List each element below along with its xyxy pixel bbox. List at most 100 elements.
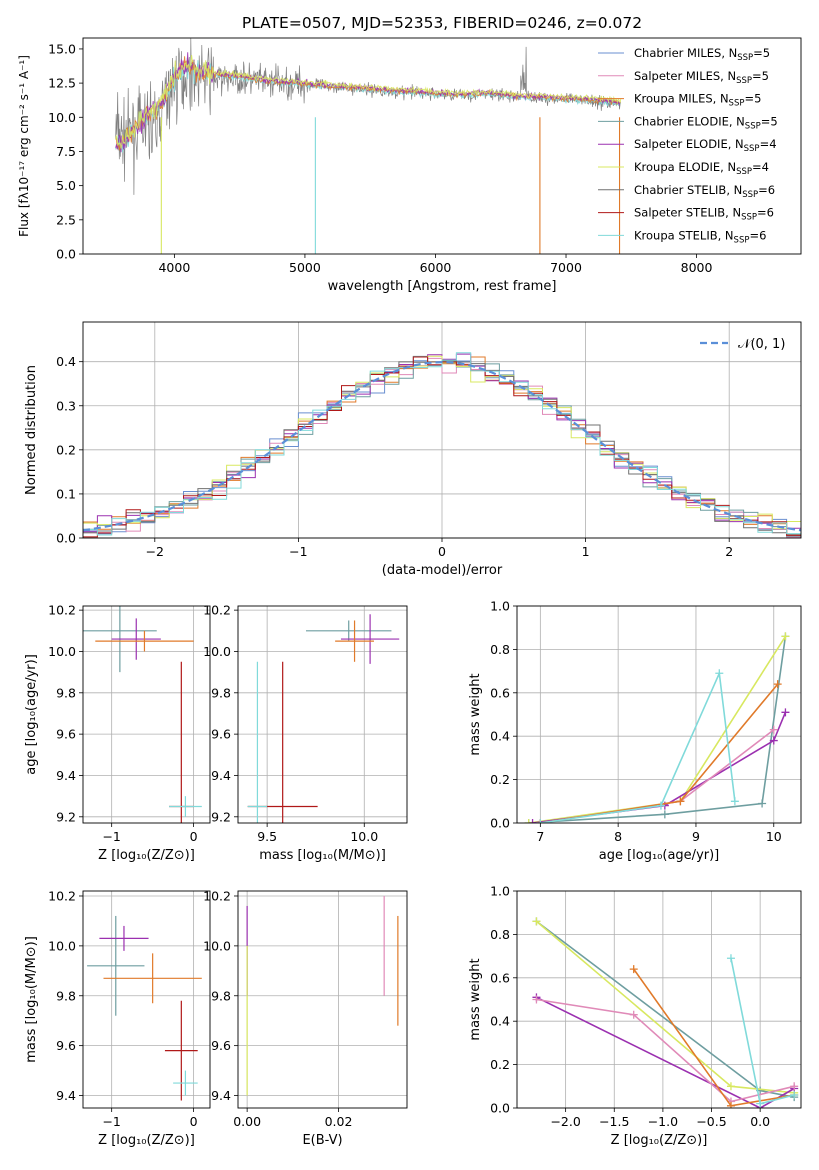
- legend-entry: Chabrier ELODIE, NSSP=5: [634, 114, 778, 131]
- x-tick-label: 9: [692, 829, 700, 844]
- residual-histogram: [83, 355, 801, 530]
- mass-weight-marker: [676, 797, 685, 806]
- mass-weight-marker: [730, 797, 739, 806]
- x-tick-label: 0.00: [233, 1114, 261, 1129]
- mass-weight-line: [730, 958, 795, 1105]
- mass-weight-line: [535, 920, 795, 1094]
- x-tick-label: 5000: [289, 260, 321, 275]
- mass-weight-marker: [715, 669, 724, 678]
- y-tick-label: 0.0: [56, 531, 76, 546]
- y-tick-label: 10.2: [203, 603, 231, 618]
- x-tick-label: 2: [725, 544, 733, 559]
- mass-weight-marker: [769, 725, 778, 734]
- mass-weight-marker: [726, 1082, 735, 1091]
- mass-weight-marker: [536, 819, 545, 823]
- y-tick-label: 1.0: [490, 599, 510, 614]
- y-tick-label: 9.8: [56, 988, 76, 1003]
- y-tick-label: 12.5: [48, 76, 76, 91]
- panel-2: −1 0 9.2 9.4 9.6 9.8 10.0 10.2 Z [log₁₀(Z/Z⊙)] ag…: [24, 603, 211, 863]
- y-tick-label: 9.4: [56, 1088, 76, 1103]
- plot-area-3: [247, 614, 400, 823]
- plot-area-7: [532, 917, 799, 1108]
- y-tick-label: 9.2: [211, 809, 231, 824]
- x-axis-label: Z [log₁₀(Z/Z⊙)]: [611, 1133, 708, 1148]
- mass-weight-line: [536, 996, 795, 1108]
- x-tick-label: 10.0: [350, 829, 378, 844]
- y-tick-label: 1.0: [490, 884, 510, 899]
- x-axis-label: (data-model)/error: [382, 563, 503, 578]
- x-tick-label: 0.0: [750, 1114, 770, 1129]
- mass-weight-line: [536, 998, 795, 1103]
- x-tick-label: 0.02: [325, 1114, 353, 1129]
- mass-weight-line: [528, 636, 787, 823]
- y-tick-label: 9.6: [211, 727, 231, 742]
- axes-frame: [82, 605, 211, 824]
- y-tick-label: 9.8: [56, 685, 76, 700]
- mass-weight-marker: [790, 1090, 799, 1099]
- x-tick-label: −1: [102, 829, 120, 844]
- y-tick-label: 0.0: [490, 1101, 510, 1116]
- mass-weight-marker: [781, 708, 790, 717]
- legend-entry: Salpeter ELODIE, NSSP=4: [634, 137, 777, 154]
- x-tick-label: 10: [766, 829, 782, 844]
- x-tick-label: −1: [102, 1114, 120, 1129]
- legend-entry: Salpeter STELIB, NSSP=6: [634, 206, 774, 223]
- x-tick-label: −2.0: [550, 1114, 580, 1129]
- y-axis-label: mass weight: [468, 673, 483, 755]
- mass-weight-marker: [790, 1082, 799, 1091]
- x-tick-label: −1.5: [599, 1114, 629, 1129]
- model-spectrum-line: [115, 56, 621, 151]
- plot-area-6: [246, 895, 399, 1096]
- legend-entry: Kroupa MILES, NSSP=5: [634, 92, 761, 109]
- y-tick-label: 10.2: [48, 888, 76, 903]
- model-spectrum-line: [115, 55, 622, 149]
- plot-area-5: [87, 915, 202, 1101]
- mass-weight-marker: [629, 965, 638, 974]
- y-tick-label: 0.8: [490, 642, 510, 657]
- panel-4: 7 8 9 10 0.0 0.2 0.4 0.6 0.8 1.0 age [log₁₀(age/yr…: [468, 599, 802, 863]
- y-tick-label: 0.4: [56, 354, 76, 369]
- axes-frame: [82, 37, 802, 255]
- y-tick-label: 9.2: [56, 809, 76, 824]
- x-axis-label: Z [log₁₀(Z/Z⊙)]: [98, 1133, 195, 1148]
- x-tick-label: 7: [536, 829, 544, 844]
- model-spectrum-line: [115, 52, 621, 153]
- x-tick-label: −1: [289, 544, 307, 559]
- y-tick-label: 9.8: [211, 685, 231, 700]
- y-tick-label: 2.5: [56, 212, 76, 227]
- y-tick-label: 0.4: [490, 729, 510, 744]
- mass-weight-marker: [528, 819, 537, 823]
- y-tick-label: 10.2: [203, 888, 231, 903]
- x-axis-label: wavelength [Angstrom, rest frame]: [328, 279, 557, 294]
- y-tick-label: 0.0: [490, 816, 510, 831]
- x-axis-label: age [log₁₀(age/yr)]: [599, 848, 720, 863]
- y-tick-label: 5.0: [56, 178, 76, 193]
- x-tick-label: 0: [190, 829, 198, 844]
- plot-area-1: [83, 352, 801, 538]
- y-tick-label: 15.0: [48, 41, 76, 56]
- y-axis-label: Flux [fλ10⁻¹⁷ erg cm⁻² s⁻¹ A⁻¹]: [17, 55, 31, 237]
- legend-entry: Salpeter MILES, NSSP=5: [634, 69, 769, 86]
- x-tick-label: −0.5: [696, 1114, 726, 1129]
- plot-area-0: [115, 38, 622, 254]
- y-tick-label: 10.0: [48, 110, 76, 125]
- x-tick-label: 8: [614, 829, 622, 844]
- mass-weight-marker: [660, 810, 669, 819]
- residual-histogram: [83, 352, 801, 536]
- y-tick-label: 10.2: [48, 603, 76, 618]
- x-axis-label: mass [log₁₀(M/M⊙)]: [259, 848, 386, 863]
- mass-weight-marker: [769, 736, 778, 745]
- y-tick-label: 10.0: [203, 644, 231, 659]
- panel-0: 4000 5000 6000 7000 8000 0.0 2.5 5.0 7.5 10.0 12.5…: [17, 14, 802, 294]
- axes-frame: [237, 890, 408, 1109]
- x-tick-label: 7000: [550, 260, 582, 275]
- x-tick-label: −2: [146, 544, 164, 559]
- y-tick-label: 9.4: [211, 1088, 231, 1103]
- y-tick-label: 0.3: [56, 398, 76, 413]
- x-tick-label: 4000: [158, 260, 190, 275]
- x-axis-label: E(B-V): [302, 1133, 342, 1148]
- y-tick-label: 9.6: [211, 1038, 231, 1053]
- mass-weight-marker: [726, 954, 735, 963]
- axes-frame: [516, 890, 802, 1109]
